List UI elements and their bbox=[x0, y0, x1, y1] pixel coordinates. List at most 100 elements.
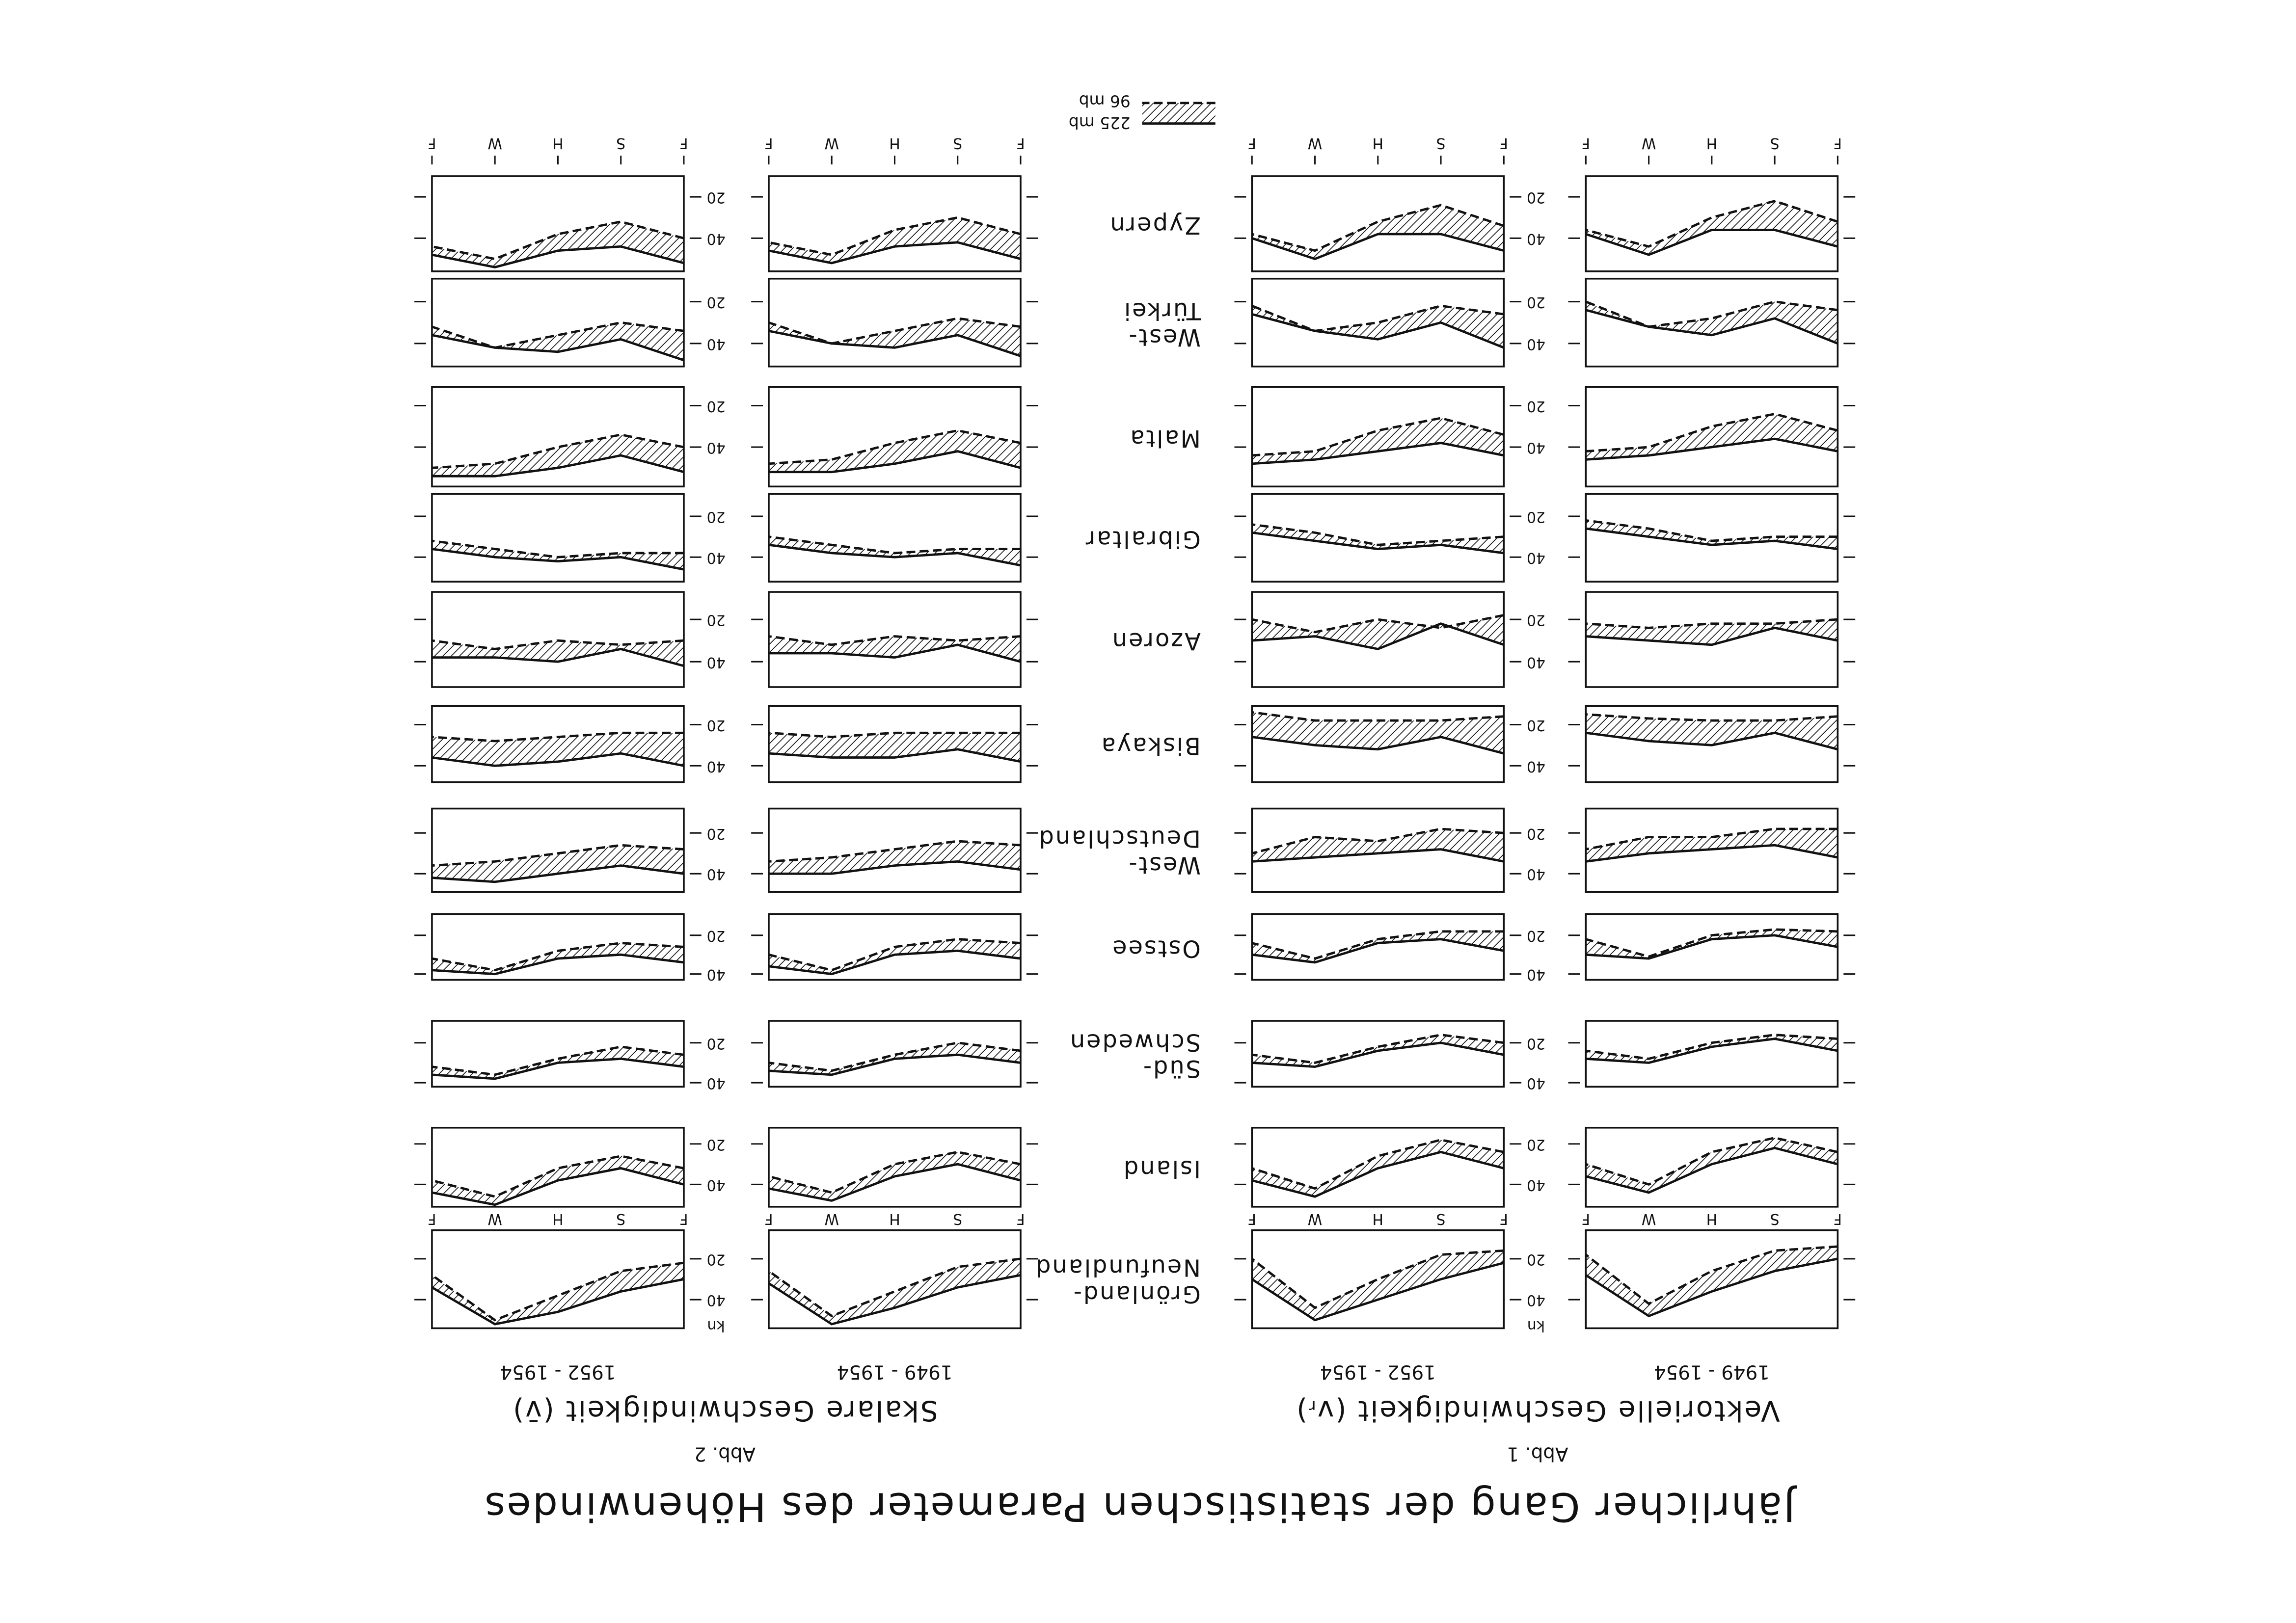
series-line bbox=[768, 748, 1021, 763]
hatched-band bbox=[768, 217, 1021, 263]
series-line bbox=[432, 454, 684, 478]
x-tick-label: H bbox=[1706, 134, 1717, 152]
y-tick-label: 20 bbox=[707, 189, 726, 206]
figure-title: Skalare Geschwindigkeit (v̄) bbox=[512, 1394, 938, 1427]
station-name: West- bbox=[1127, 851, 1200, 878]
y-tick-label: 40 bbox=[707, 1176, 726, 1194]
series-line bbox=[768, 840, 1021, 863]
y-tick-label: 20 bbox=[707, 717, 726, 734]
x-tick-label: W bbox=[487, 1210, 502, 1227]
period-label: 1949 - 1954 bbox=[837, 1360, 953, 1383]
y-tick-label: 40 bbox=[707, 549, 726, 566]
x-tick-label: S bbox=[953, 1210, 962, 1227]
y-tick-label: 20 bbox=[1527, 189, 1545, 206]
x-tick-label: F bbox=[679, 134, 688, 152]
x-tick-label: F bbox=[764, 134, 773, 152]
y-tick-label: 20 bbox=[1527, 508, 1545, 526]
panel-frame bbox=[431, 386, 685, 488]
y-tick-label: 20 bbox=[1527, 1251, 1545, 1268]
series-line bbox=[1252, 442, 1504, 465]
series-line bbox=[768, 635, 1021, 646]
series-line bbox=[432, 539, 684, 559]
station-name: Türkei bbox=[1123, 297, 1201, 324]
hatched-band bbox=[1252, 306, 1504, 348]
y-tick-label: 40 bbox=[1527, 230, 1545, 247]
panel-frame bbox=[431, 591, 685, 688]
y-tick-label: 20 bbox=[707, 398, 726, 415]
x-tick-label: F bbox=[1248, 1210, 1256, 1227]
series-line bbox=[768, 216, 1021, 256]
series-line bbox=[1251, 304, 1504, 332]
series-line bbox=[432, 548, 684, 571]
series-line bbox=[432, 334, 684, 362]
hatched-band bbox=[432, 434, 684, 477]
hatched-band bbox=[1586, 1246, 1838, 1316]
hatched-band bbox=[768, 318, 1021, 356]
series-line bbox=[1251, 711, 1504, 722]
y-tick-label: 20 bbox=[1527, 927, 1545, 944]
panel-frame bbox=[1251, 175, 1505, 272]
series-line bbox=[768, 429, 1021, 465]
series-line bbox=[768, 1257, 1021, 1318]
series-line bbox=[1585, 1257, 1838, 1318]
series-line bbox=[432, 942, 684, 972]
x-tick-label: W bbox=[1308, 134, 1322, 152]
series-line bbox=[1585, 1245, 1838, 1305]
series-line bbox=[432, 844, 684, 867]
series-line bbox=[768, 450, 1021, 474]
panel-frame bbox=[431, 175, 685, 272]
y-tick-label: 20 bbox=[1527, 398, 1545, 415]
y-tick-label: 40 bbox=[1527, 549, 1545, 566]
y-tick-label: 40 bbox=[1527, 1176, 1545, 1194]
figure-title: Vektorielle Geschwindigkeit (vᵣ) bbox=[1295, 1394, 1780, 1427]
y-tick-label: 20 bbox=[1527, 612, 1545, 629]
series-line bbox=[1586, 1034, 1838, 1060]
page-title: Jährlicher Gang der statistischen Parame… bbox=[483, 1484, 1797, 1530]
y-tick-label: 20 bbox=[707, 1251, 726, 1268]
series-line bbox=[432, 639, 684, 650]
series-line bbox=[1251, 204, 1505, 252]
series-line bbox=[1586, 1038, 1838, 1064]
y-tick-label: 20 bbox=[707, 825, 726, 842]
hatched-band bbox=[432, 640, 684, 666]
series-line bbox=[1585, 309, 1838, 345]
hatched-band bbox=[1586, 619, 1838, 645]
series-line bbox=[1251, 523, 1504, 546]
series-line bbox=[1251, 938, 1504, 964]
x-tick-label: H bbox=[552, 134, 563, 152]
station-name: Neufundland bbox=[1034, 1254, 1201, 1281]
period-label: 1952 - 1954 bbox=[500, 1360, 616, 1383]
hatched-band bbox=[432, 322, 684, 360]
hatched-band bbox=[1586, 301, 1838, 344]
period-label: 1952 - 1954 bbox=[1320, 1360, 1436, 1383]
series-line bbox=[768, 938, 1021, 972]
hatched-band bbox=[1252, 418, 1504, 464]
station-name: West- bbox=[1127, 323, 1200, 350]
series-line bbox=[1251, 233, 1504, 261]
series-line bbox=[1251, 1139, 1504, 1190]
x-tick-label: W bbox=[1642, 1210, 1656, 1227]
station-name: Gibraltar bbox=[1084, 526, 1201, 553]
y-tick-label: 40 bbox=[1527, 654, 1545, 671]
y-tick-label: 40 bbox=[707, 1292, 726, 1309]
y-unit: kn bbox=[1527, 1317, 1545, 1334]
series-line bbox=[1251, 1249, 1504, 1309]
station-name: Süd- bbox=[1142, 1055, 1201, 1082]
x-tick-label: W bbox=[824, 134, 838, 152]
series-line bbox=[432, 864, 684, 883]
x-tick-label: F bbox=[1500, 1210, 1508, 1227]
series-line bbox=[1586, 731, 1838, 751]
legend-swatch bbox=[1142, 103, 1216, 124]
station-name: Schweden bbox=[1069, 1028, 1201, 1055]
station-name: Azoren bbox=[1111, 627, 1201, 654]
y-tick-label: 40 bbox=[1527, 439, 1545, 456]
series-line bbox=[432, 220, 684, 261]
x-tick-label: W bbox=[1308, 1210, 1322, 1227]
legend-label: 96 mb bbox=[1079, 91, 1131, 110]
hatched-band bbox=[1252, 1251, 1504, 1320]
series-line bbox=[768, 241, 1021, 265]
y-tick-label: 20 bbox=[707, 612, 726, 629]
x-tick-label: H bbox=[889, 1210, 900, 1227]
station-name: Ostsee bbox=[1111, 934, 1201, 961]
x-tick-label: H bbox=[1373, 134, 1383, 152]
